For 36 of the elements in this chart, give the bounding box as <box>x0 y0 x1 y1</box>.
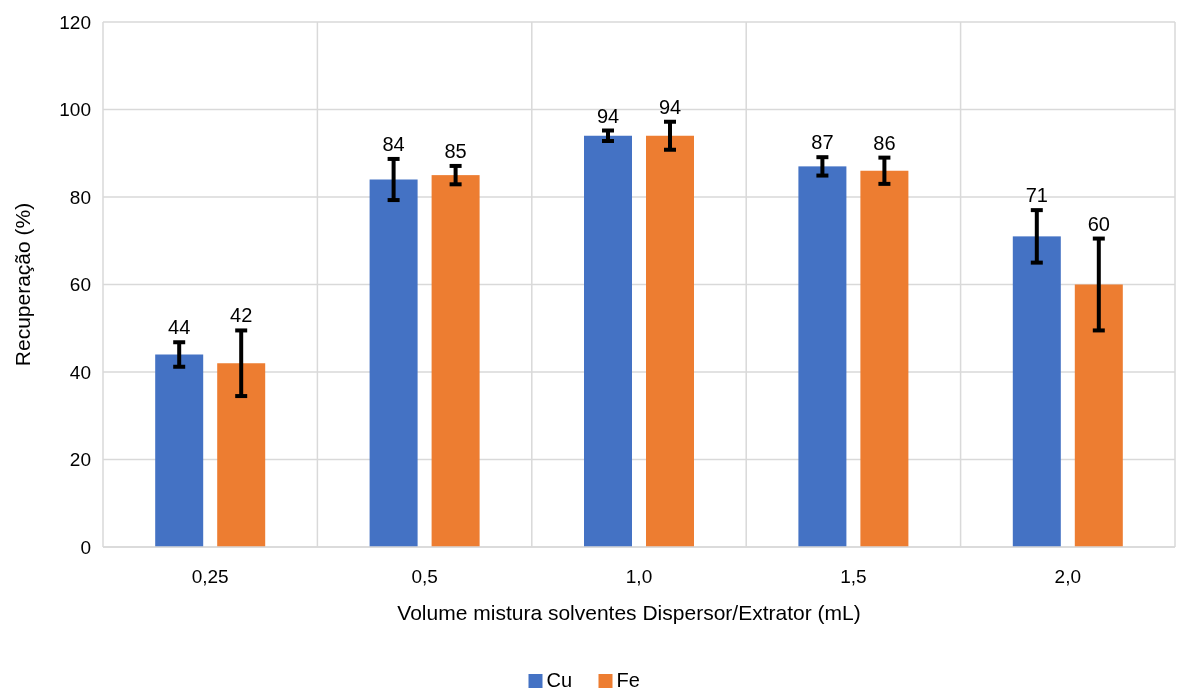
x-tick-label: 2,0 <box>1054 566 1082 587</box>
y-tick-label: 20 <box>69 449 91 471</box>
legend-label: Fe <box>616 669 640 690</box>
bar <box>431 175 480 547</box>
data-label: 42 <box>230 304 253 327</box>
bar <box>1012 236 1061 547</box>
bar <box>369 179 418 547</box>
y-tick-label: 100 <box>59 99 91 121</box>
bar <box>860 170 909 547</box>
legend-label: Cu <box>546 669 573 690</box>
bar <box>155 354 204 547</box>
bar <box>798 166 847 547</box>
x-tick-label: 1,0 <box>625 566 653 587</box>
y-tick-label: 0 <box>80 536 91 558</box>
data-label: 71 <box>1025 184 1048 207</box>
data-label: 94 <box>658 95 682 118</box>
y-tick-label: 40 <box>69 361 91 383</box>
data-label: 84 <box>382 132 405 155</box>
data-label: 60 <box>1087 212 1110 235</box>
data-label: 85 <box>444 139 467 162</box>
data-label: 94 <box>596 104 620 127</box>
bar <box>1074 284 1123 547</box>
bar <box>217 363 266 547</box>
data-label: 86 <box>873 131 896 154</box>
x-axis-title: Volume mistura solventes Dispersor/Extrator (mL) <box>397 601 861 624</box>
y-axis-title: Recuperação (%) <box>11 202 34 367</box>
x-tick-label: 1,5 <box>840 566 867 587</box>
x-tick-label: 0,5 <box>411 566 438 587</box>
bar <box>646 135 694 547</box>
bar <box>584 135 632 547</box>
data-label: 44 <box>168 316 191 339</box>
x-tick-label: 0,25 <box>191 566 229 587</box>
y-tick-label: 80 <box>69 186 91 208</box>
y-tick-label: 60 <box>69 274 91 296</box>
data-label: 87 <box>811 131 834 154</box>
y-tick-label: 120 <box>59 11 91 33</box>
